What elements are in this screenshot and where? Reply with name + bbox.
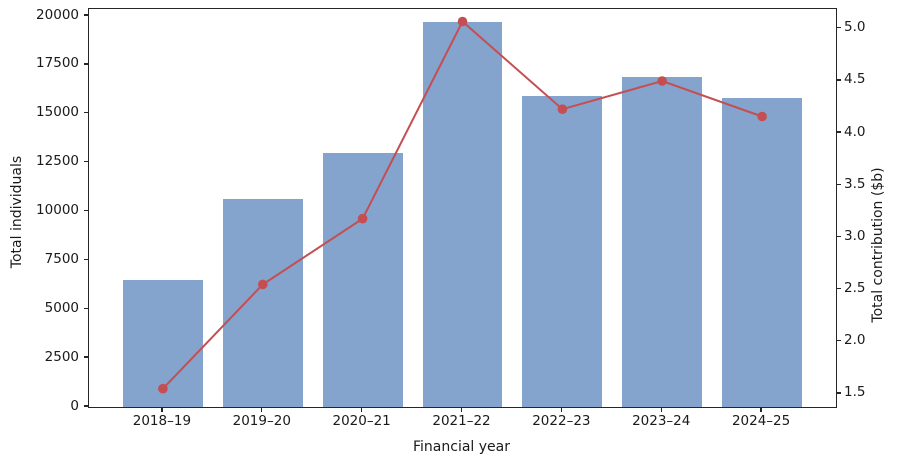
- y-tick-label-left: 15000: [36, 104, 79, 121]
- bar: [222, 198, 303, 407]
- y-tick-label-left: 0: [70, 397, 79, 414]
- y-tick-label-right: 2.5: [844, 280, 866, 297]
- tick-mark: [360, 407, 363, 412]
- y-tick-label-right: 4.5: [844, 71, 866, 88]
- y-tick-label-right: 2.0: [844, 332, 866, 349]
- tick-mark: [836, 131, 841, 133]
- y-tick-label-right: 3.5: [844, 175, 866, 192]
- tick-mark: [760, 407, 762, 412]
- tick-mark: [83, 356, 88, 358]
- tick-mark: [560, 407, 562, 412]
- tick-mark: [836, 235, 841, 238]
- tick-mark: [836, 79, 841, 81]
- x-tick-label: 2023–24: [632, 413, 691, 429]
- tick-mark: [836, 287, 841, 290]
- tick-mark: [83, 405, 88, 407]
- tick-mark: [161, 407, 163, 412]
- x-axis-label: Financial year: [413, 439, 510, 455]
- line-marker: [357, 213, 368, 224]
- tick-mark: [660, 407, 662, 412]
- tick-mark: [83, 112, 88, 114]
- x-tick-label: 2021–22: [432, 413, 491, 429]
- y-tick-label-right: 3.0: [844, 227, 866, 244]
- line-marker: [557, 104, 568, 114]
- tick-mark: [836, 183, 841, 185]
- line-marker: [158, 383, 168, 394]
- x-tick-label: 2022–23: [532, 413, 591, 429]
- y-tick-label-left: 20000: [36, 6, 79, 23]
- bar: [422, 21, 503, 407]
- y-tick-label-left: 2500: [44, 348, 79, 365]
- x-tick-label: 2019–20: [232, 413, 291, 429]
- tick-mark: [83, 258, 88, 261]
- x-tick-label: 2020–21: [332, 413, 391, 429]
- line-marker: [457, 16, 468, 27]
- line-marker: [258, 279, 268, 290]
- y-tick-label-left: 12500: [36, 153, 79, 170]
- tick-mark: [83, 160, 88, 163]
- y-tick-label-left: 17500: [36, 55, 79, 72]
- tick-mark: [83, 63, 88, 65]
- line-marker: [657, 76, 667, 86]
- tick-mark: [83, 209, 88, 212]
- plot-area: [88, 8, 837, 408]
- y-axis-label-right: Total contribution ($b): [870, 167, 886, 323]
- tick-mark: [836, 392, 841, 394]
- bar-series: [89, 9, 836, 407]
- y-tick-label-right: 1.5: [844, 384, 866, 401]
- tick-mark: [261, 407, 263, 412]
- tick-mark: [836, 27, 841, 29]
- bar: [322, 152, 403, 407]
- y-tick-label-left: 5000: [44, 299, 79, 316]
- y-tick-label-right: 5.0: [844, 19, 866, 36]
- x-tick-label: 2024–25: [731, 413, 791, 429]
- y-tick-label-left: 7500: [44, 250, 79, 267]
- line-series: [158, 16, 767, 394]
- x-tick-label: 2018–19: [132, 413, 192, 429]
- bar: [522, 96, 603, 407]
- tick-mark: [83, 14, 88, 16]
- bar: [722, 98, 803, 407]
- y-tick-label-right: 4.0: [844, 123, 866, 140]
- y-tick-label-left: 10000: [36, 202, 79, 219]
- line-marker: [757, 111, 767, 122]
- tick-mark: [83, 307, 88, 309]
- line-path: [162, 19, 763, 390]
- bar: [622, 76, 703, 407]
- tick-mark: [836, 340, 841, 342]
- tick-mark: [460, 407, 463, 412]
